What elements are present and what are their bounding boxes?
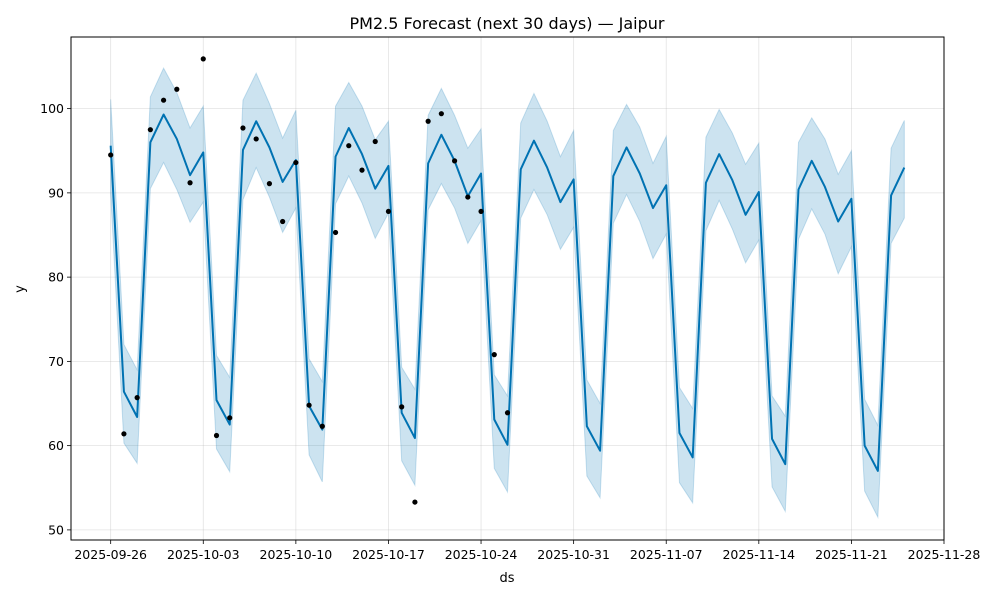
y-tick-label: 70 [48,354,64,369]
grid-lines [71,37,945,540]
x-tick-label: 2025-11-28 [908,547,981,562]
y-tick-label: 80 [48,270,64,285]
x-axis: 2025-09-26 2025-10-03 2025-10-10 2025-10-17… [74,540,980,562]
x-axis-label: ds [499,571,514,586]
x-tick-label: 2025-10-31 [537,547,610,562]
forecast-line [109,113,906,472]
observed-point [121,431,127,437]
x-tick-label: 2025-11-21 [815,547,888,562]
x-tick-label: 2025-09-26 [74,547,147,562]
observed-point [160,97,167,103]
plot-frame [70,36,945,541]
observed-point [451,158,458,164]
observed-point [108,152,114,158]
observed-point [280,218,286,225]
forecast-line-group [109,113,906,472]
observed-point [359,167,365,173]
observed-point [319,423,325,429]
x-tick-label: 2025-10-03 [167,547,240,562]
x-tick-label: 2025-11-07 [630,547,703,562]
x-tick-label: 2025-10-24 [445,547,518,562]
observed-point [134,395,140,401]
observed-point [227,415,233,421]
observed-point [174,86,180,92]
observed-point [504,410,511,416]
observed-point [478,208,484,215]
x-tick-label: 2025-10-10 [260,547,333,562]
observed-point [346,143,352,149]
observed-point [332,229,339,236]
observed-point [306,402,312,408]
observed-point [293,159,299,166]
y-tick-label: 100 [40,101,64,116]
observed-point [253,136,259,142]
observed-point [200,56,206,62]
observed-point [240,125,246,131]
chart-title: PM2.5 Forecast (next 30 days) — Jaipur [349,14,664,33]
observed-point [425,118,431,124]
observed-point [491,352,497,358]
observed-point [213,432,220,439]
observed-point [465,194,471,200]
observed-point [399,404,405,410]
y-tick-label: 50 [48,522,64,537]
y-tick-label: 90 [48,185,64,200]
observed-point [412,499,418,505]
observed-points [108,56,511,505]
x-tick-label: 2025-10-17 [352,547,425,562]
observed-point [266,181,273,187]
x-tick-label: 2025-11-14 [722,547,795,562]
observed-point [372,138,378,145]
observed-point [438,111,444,117]
y-axis-label: y [13,285,28,293]
observed-point [147,127,153,133]
observed-point [187,180,193,186]
y-axis: 50 60 70 80 90 100 [40,101,71,537]
y-tick-label: 60 [48,438,64,453]
observed-point [385,208,392,215]
